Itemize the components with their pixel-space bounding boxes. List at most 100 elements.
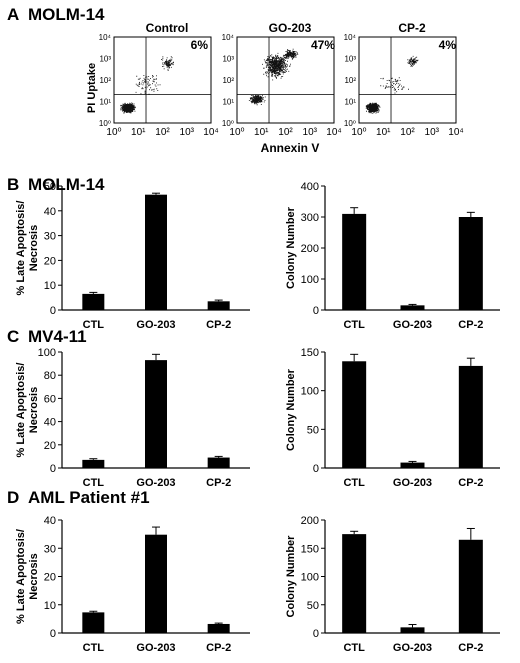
flow-ytick: 10¹ [222, 98, 234, 107]
bar-ctl [82, 612, 105, 633]
y-tick-label: 100 [301, 274, 319, 286]
flow-percent-go203: 47% [311, 38, 335, 52]
flow-xtick: 10⁴ [203, 127, 218, 138]
y-axis-label: % Late Apoptosis/Necrosis [15, 363, 40, 458]
flow-percent-cp2: 4% [439, 38, 457, 52]
bar-chart-B-apoptosis: 0 10 20 30 40 50 % Late Apoptosis/Necrosis CTL G… [15, 181, 250, 331]
flow-ytick: 10⁰ [222, 119, 234, 128]
x-tick-label: GO-203 [393, 477, 432, 489]
bar-chart-B-colony: 0 100 200 300 400 Colony Number CTL GO-203 CP-2 [285, 181, 500, 331]
flow-ytick: 10⁴ [99, 33, 112, 42]
bar-go-203 [145, 360, 167, 468]
panel-letter-c: C [7, 327, 19, 346]
bar-cp-2 [458, 539, 483, 633]
bar-ctl [342, 213, 367, 310]
y-tick-label: 100 [38, 347, 56, 359]
panel-letter-d: D [7, 488, 19, 507]
x-tick-label: CP-2 [206, 642, 231, 654]
bar-go-203 [145, 194, 167, 310]
y-tick-label: 0 [50, 463, 56, 475]
panel-letter-a: A [7, 5, 19, 24]
y-axis-label: % Late Apoptosis/Necrosis [15, 529, 40, 624]
flow-ytick: 10³ [222, 55, 234, 64]
y-tick-label: 400 [301, 181, 319, 193]
flow-title-cp2: CP-2 [398, 21, 426, 35]
y-tick-label: 40 [44, 515, 56, 527]
flow-xtick: 10⁰ [351, 127, 366, 138]
flow-xtick: 10⁰ [229, 127, 244, 138]
y-tick-label: 20 [44, 255, 56, 267]
x-tick-label: GO-203 [136, 319, 175, 331]
y-tick-label: 80 [44, 370, 56, 382]
y-tick-label: 150 [301, 543, 319, 555]
flow-title-control: Control [146, 21, 189, 35]
bar-ctl [342, 361, 367, 468]
x-tick-label: CTL [343, 477, 365, 489]
flow-ytick: 10¹ [99, 98, 111, 107]
y-tick-label: 10 [44, 280, 56, 292]
x-tick-label: CP-2 [206, 319, 231, 331]
x-tick-label: GO-203 [393, 642, 432, 654]
flow-ytick: 10⁰ [99, 119, 111, 128]
x-tick-label: CTL [83, 319, 105, 331]
bar-ctl [342, 534, 367, 633]
y-tick-label: 0 [313, 628, 319, 640]
flow-xtick: 10³ [425, 127, 440, 138]
flow-events [248, 48, 299, 106]
x-tick-label: CP-2 [206, 477, 231, 489]
y-tick-label: 0 [50, 628, 56, 640]
x-tick-label: GO-203 [136, 642, 175, 654]
panel-letter-b: B [7, 175, 19, 194]
x-tick-label: CP-2 [458, 642, 483, 654]
y-tick-label: 150 [301, 347, 319, 359]
flow-frame [236, 36, 335, 124]
y-tick-label: 40 [44, 206, 56, 218]
y-tick-label: 50 [307, 424, 319, 436]
bar-ctl [82, 293, 105, 310]
bar-cp-2 [207, 623, 230, 633]
y-axis-label: Colony Number [285, 206, 297, 289]
flow-xtick: 10³ [180, 127, 195, 138]
y-tick-label: 50 [44, 181, 56, 193]
bar-chart-C-colony: 0 50 100 150 Colony Number CTL GO-203 CP-2 [285, 347, 500, 489]
x-tick-label: CP-2 [458, 319, 483, 331]
flow-xlabel: Annexin V [261, 141, 320, 155]
flow-events [365, 55, 419, 114]
flow-ytick: 10² [344, 76, 356, 85]
panel-title-a: MOLM-14 [28, 5, 105, 24]
flow-ytick: 10⁴ [344, 33, 357, 42]
flow-percent-control: 6% [191, 38, 209, 52]
flow-xtick: 10⁰ [106, 127, 121, 138]
y-tick-label: 50 [307, 600, 319, 612]
flow-xtick: 10² [155, 127, 170, 138]
panel-title-c: MV4-11 [28, 327, 87, 346]
flow-xtick: 10³ [303, 127, 318, 138]
x-tick-label: CP-2 [458, 477, 483, 489]
y-tick-label: 30 [44, 231, 56, 243]
x-tick-label: CTL [343, 642, 365, 654]
x-tick-label: GO-203 [136, 477, 175, 489]
flow-xtick: 10¹ [254, 127, 269, 138]
y-tick-label: 40 [44, 417, 56, 429]
flow-ytick: 10³ [344, 55, 356, 64]
flow-xtick: 10² [400, 127, 415, 138]
y-axis-label: Colony Number [285, 368, 297, 451]
y-axis-label: % Late Apoptosis/Necrosis [15, 201, 40, 296]
bar-go-203 [400, 305, 425, 310]
flow-ytick: 10² [99, 76, 111, 85]
y-tick-label: 200 [301, 243, 319, 255]
flow-ytick: 10⁴ [222, 33, 235, 42]
flow-ytick: 10¹ [344, 98, 356, 107]
y-tick-label: 100 [301, 386, 319, 398]
flow-events [120, 56, 174, 114]
bar-cp-2 [207, 457, 230, 468]
bar-chart-D-apoptosis: 0 10 20 30 40 % Late Apoptosis/Necrosis CTL GO-… [15, 515, 250, 654]
bar-ctl [82, 459, 105, 468]
flow-ytick: 10⁰ [344, 119, 356, 128]
flow-title-go203: GO-203 [269, 21, 312, 35]
bar-chart-D-colony: 0 50 100 150 200 Colony Number CTL GO-203 CP-2 [285, 515, 500, 654]
